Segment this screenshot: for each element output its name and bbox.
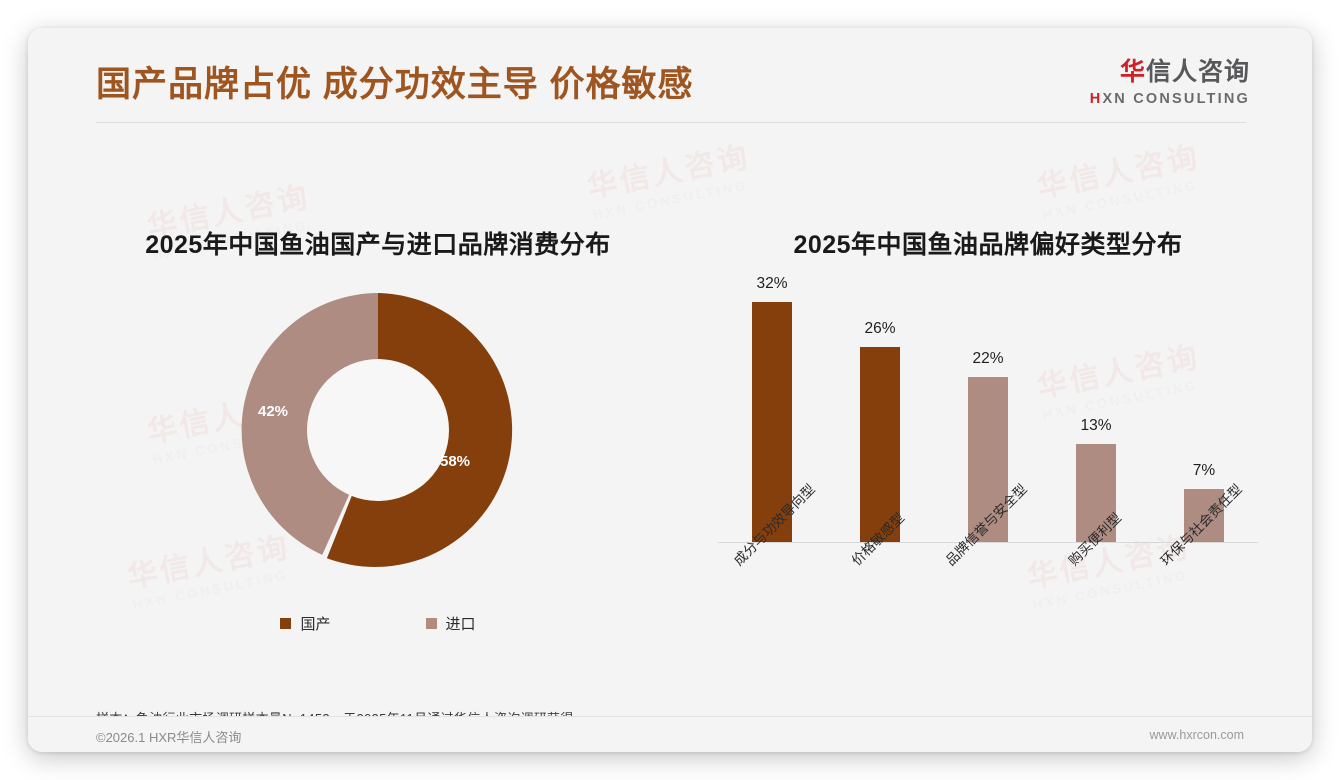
bar-group: 22% [934, 350, 1042, 542]
bar-rect[interactable] [968, 377, 1008, 542]
page-title: 国产品牌占优 成分功效主导 价格敏感 [96, 65, 694, 104]
bar-group: 13% [1042, 417, 1150, 542]
bar-chart-plot: 32% 26% 22% 13% 7% [718, 273, 1258, 543]
legend-item-guochan[interactable]: 国产 [280, 613, 331, 634]
legend-item-jinkou[interactable]: 进口 [425, 613, 476, 634]
donut-chart-svg [241, 293, 513, 567]
header-divider [96, 122, 1246, 123]
bar-value-label: 22% [972, 350, 1004, 367]
bar-value-label: 13% [1080, 417, 1112, 434]
legend-label: 进口 [445, 616, 476, 633]
donut-chart-title: 2025年中国鱼油国产与进口品牌消费分布 [145, 231, 611, 259]
legend-swatch-icon [425, 618, 437, 629]
bar-chart-axis-line [718, 542, 1258, 543]
bar-chart-panel: 2025年中国鱼油品牌偏好类型分布 32% 26% 22% 13% 7% [693, 168, 1283, 688]
logo-cn-text: 华信人咨询 [1090, 60, 1250, 85]
logo-cn-accent: 华 [1119, 58, 1146, 86]
donut-value-label: 42% [258, 403, 289, 420]
bar-group: 26% [826, 320, 934, 542]
logo-cn-rest: 信人咨询 [1145, 58, 1250, 86]
footer-website[interactable]: www.hxrcon.com [1149, 728, 1244, 742]
logo-en-accent: H [1089, 91, 1103, 107]
donut-value-label: 58% [440, 453, 471, 470]
donut-legend: 国产 进口 [73, 613, 683, 634]
company-logo: 华信人咨询 HXN CONSULTING [1090, 60, 1250, 107]
slide-canvas: 华信人咨询 HXN CONSULTING 华信人咨询 HXN CONSULTIN… [28, 28, 1312, 752]
bar-chart-title: 2025年中国鱼油品牌偏好类型分布 [793, 231, 1183, 259]
bar-value-label: 26% [864, 320, 896, 337]
bar-group: 32% [718, 275, 826, 542]
bar-rect[interactable] [1184, 489, 1224, 542]
bar-chart-category-axis: 成分与功效导向型 价格敏感型 品牌信誉与安全型 购买便利型 环保与社会责任型 [718, 481, 1258, 679]
bar-rect[interactable] [1076, 444, 1116, 542]
bar-value-label: 32% [756, 275, 788, 292]
bar-value-label: 7% [1192, 462, 1216, 479]
logo-en-rest: XN CONSULTING [1102, 91, 1250, 107]
bar-group: 7% [1150, 462, 1258, 542]
legend-swatch-icon [280, 618, 292, 629]
slide-header: 国产品牌占优 成分功效主导 价格敏感 华信人咨询 HXN CONSULTING [28, 28, 1312, 126]
footer-copyright: ©2026.1 HXR华信人咨询 [96, 730, 242, 745]
bar-rect[interactable] [860, 347, 900, 542]
logo-en-text: HXN CONSULTING [1090, 92, 1250, 107]
legend-label: 国产 [300, 616, 331, 633]
donut-chart: 58% 42% [238, 290, 518, 570]
bar-rect[interactable] [752, 302, 792, 542]
slide-footer: ©2026.1 HXR华信人咨询 www.hxrcon.com [28, 716, 1312, 752]
donut-chart-panel: 2025年中国鱼油国产与进口品牌消费分布 58% 42% 国产 进口 [73, 168, 683, 688]
donut-hole [307, 359, 449, 501]
